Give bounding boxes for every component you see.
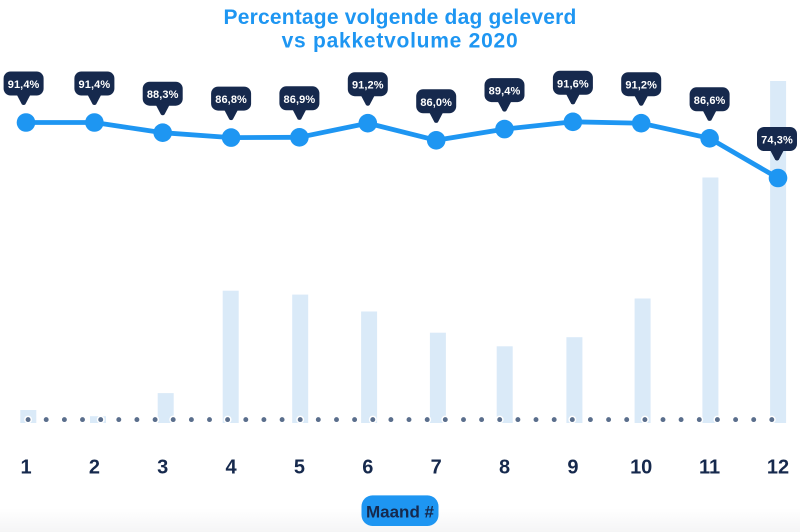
svg-text:Maand #: Maand #: [366, 503, 435, 522]
svg-text:86,9%: 86,9%: [284, 94, 316, 106]
svg-text:86,0%: 86,0%: [420, 97, 452, 109]
svg-text:Percentage volgende dag geleve: Percentage volgende dag geleverd: [223, 6, 576, 29]
svg-text:vs pakketvolume 2020: vs pakketvolume 2020: [282, 30, 519, 53]
svg-text:91,4%: 91,4%: [8, 79, 40, 91]
svg-text:88,3%: 88,3%: [147, 89, 179, 101]
svg-text:91,6%: 91,6%: [557, 78, 589, 90]
svg-text:74,3%: 74,3%: [761, 135, 793, 147]
svg-text:2: 2: [89, 457, 100, 479]
svg-text:12: 12: [767, 457, 789, 479]
svg-text:3: 3: [157, 457, 168, 479]
svg-text:91,2%: 91,2%: [625, 80, 657, 92]
svg-text:91,2%: 91,2%: [352, 80, 384, 92]
svg-text:91,4%: 91,4%: [79, 79, 111, 91]
svg-text:4: 4: [226, 457, 238, 479]
svg-text:9: 9: [567, 457, 578, 479]
svg-text:1: 1: [20, 457, 31, 479]
svg-text:8: 8: [499, 457, 510, 479]
svg-text:86,6%: 86,6%: [694, 95, 726, 107]
svg-text:86,8%: 86,8%: [215, 94, 247, 106]
svg-text:89,4%: 89,4%: [489, 86, 521, 98]
svg-text:10: 10: [630, 457, 652, 479]
svg-text:11: 11: [699, 457, 720, 479]
svg-text:6: 6: [362, 457, 373, 479]
svg-text:5: 5: [294, 457, 305, 479]
svg-text:7: 7: [431, 457, 442, 479]
